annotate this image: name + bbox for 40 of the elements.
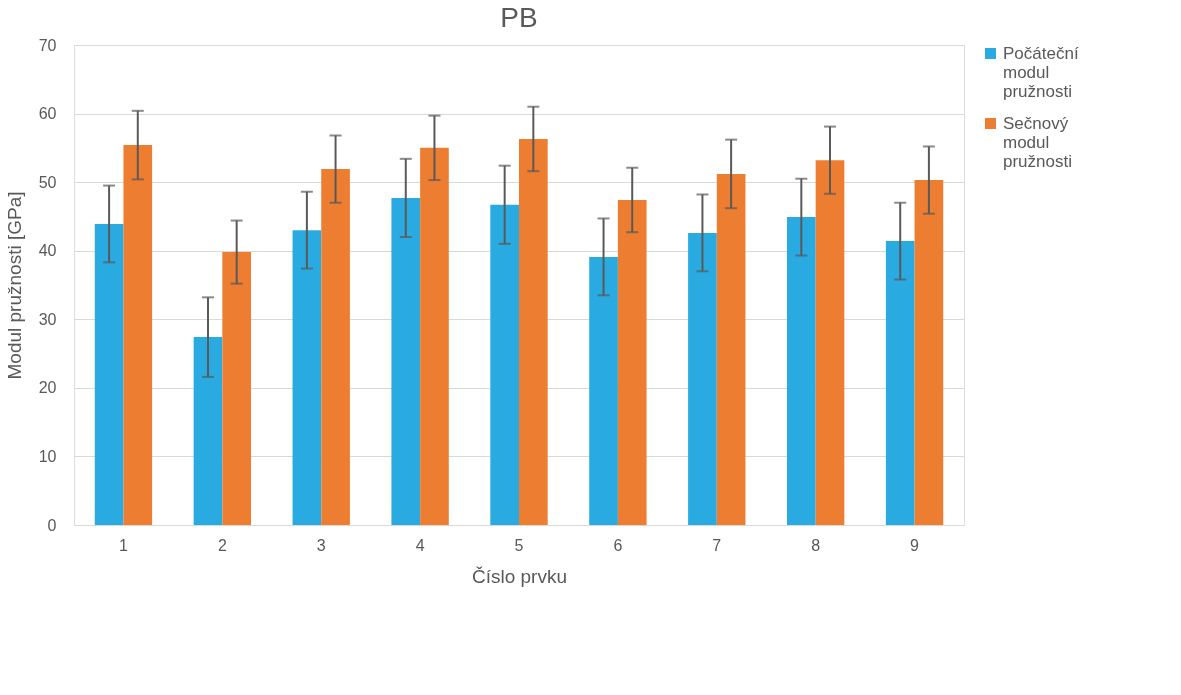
bar xyxy=(885,241,915,525)
bar xyxy=(321,169,350,525)
bar xyxy=(391,197,421,525)
chart-title: PB xyxy=(500,2,538,33)
x-tick-label: 8 xyxy=(811,536,821,554)
x-tick-label: 9 xyxy=(910,536,920,554)
bar xyxy=(222,252,252,525)
y-tick-label: 0 xyxy=(47,516,57,534)
y-tick-label: 20 xyxy=(38,379,57,397)
x-tick-label: 4 xyxy=(415,536,425,554)
y-tick-label: 10 xyxy=(38,447,57,465)
y-tick-label: 30 xyxy=(38,310,57,328)
bar xyxy=(292,230,322,525)
y-tick-label: 70 xyxy=(38,36,57,54)
bar xyxy=(94,223,124,525)
bar xyxy=(716,173,746,525)
bar xyxy=(519,138,548,525)
bar xyxy=(914,180,944,525)
x-axis-title: Číslo prvku xyxy=(471,565,568,587)
y-axis-title: Modul pružnosti [GPa] xyxy=(3,191,25,380)
bar xyxy=(420,147,449,525)
x-tick-label: 5 xyxy=(514,536,524,554)
x-tick-label: 1 xyxy=(118,536,128,554)
x-tick-label: 6 xyxy=(613,536,623,554)
x-tick-label: 3 xyxy=(316,536,326,554)
bar xyxy=(815,160,845,525)
bar xyxy=(123,145,153,525)
bar xyxy=(617,199,647,525)
bar xyxy=(786,217,816,525)
y-tick-label: 40 xyxy=(38,242,57,260)
bar xyxy=(688,232,717,525)
bar xyxy=(193,337,223,525)
legend-label: Počáteční modul pružnosti xyxy=(1003,43,1079,101)
bar xyxy=(490,204,519,525)
legend-label: Sečnový modul pružnosti xyxy=(1003,113,1072,171)
y-tick-label: 60 xyxy=(38,105,57,123)
x-tick-label: 2 xyxy=(217,536,227,554)
y-tick-label: 50 xyxy=(38,173,57,191)
x-tick-label: 7 xyxy=(712,536,722,554)
bar xyxy=(589,256,618,525)
